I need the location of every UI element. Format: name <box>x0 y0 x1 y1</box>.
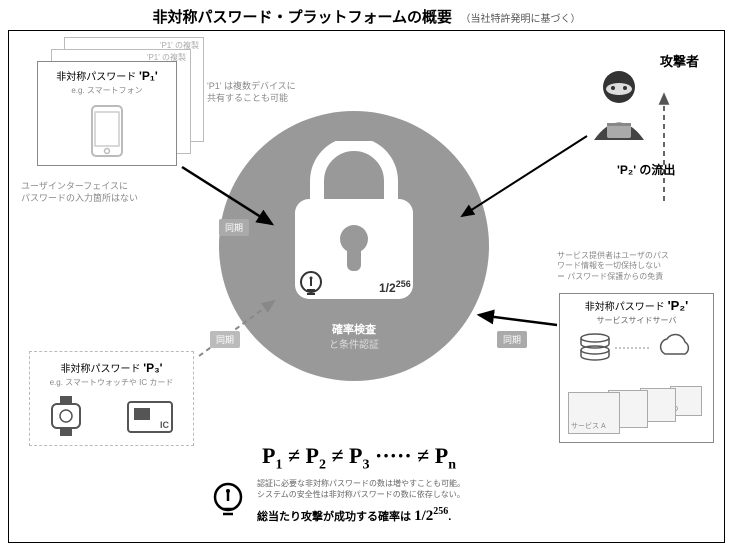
center-label-2: 確率検査 <box>319 321 389 337</box>
bottom-note-2: システムの安全性は非対称パスワードの数に依存しない。 <box>257 490 465 500</box>
center-label-3: と条件認証 <box>319 336 389 351</box>
p1-subtitle: e.g. スマートフォン <box>38 85 176 96</box>
p1-title: 非対称パスワード 'P₁' <box>38 68 176 83</box>
p3-title: 非対称パスワード 'P₃' <box>38 360 185 375</box>
p3-devices-icon: IC <box>38 394 188 442</box>
server-cloud-icon <box>560 330 710 368</box>
lightbulb-icon-inner <box>296 269 326 305</box>
p2-subtitle: サービスサイドサーバ <box>560 315 713 326</box>
arrow-leak <box>649 86 679 206</box>
leak-label: 'P₂' の流出 <box>617 161 675 178</box>
bottom-note-1: 認証に必要な非対称パスワードの数は増やすことも可能。 <box>257 479 465 489</box>
lightbulb-icon-bottom <box>209 481 247 527</box>
arrow-attacker-to-center <box>447 131 597 231</box>
diagram-frame: 'P1' の複製 'P1' の複製 非対称パスワード 'P₁' e.g. スマー… <box>8 30 725 543</box>
sync-badge-3: 同期 <box>497 331 527 348</box>
bottom-main: 総当たり攻撃が成功する確率は 1/2256. <box>257 506 451 525</box>
svc-card-a: サービス A <box>568 392 620 434</box>
sync-badge-1: 同期 <box>219 219 249 236</box>
svg-text:IC: IC <box>160 420 170 430</box>
p1-ui-note-2: パスワードの入力箇所はない <box>21 191 138 204</box>
title-sub: （当社特許発明に基づく） <box>461 14 581 25</box>
p1-card: 非対称パスワード 'P₁' e.g. スマートフォン <box>37 61 177 166</box>
title-main: 非対称パスワード・プラットフォームの概要 <box>152 9 452 26</box>
p3-subtitle: e.g. スマートウォッチや IC カード <box>38 377 185 388</box>
p2-title: 非対称パスワード 'P₂' <box>560 298 713 313</box>
inequality-formula: P1 ≠ P2 ≠ P3 ····· ≠ Pn <box>209 443 509 473</box>
p1-share-note-2: 共有することも可能 <box>207 91 288 104</box>
smartphone-icon <box>82 102 132 162</box>
p3-box: 非対称パスワード 'P₃' e.g. スマートウォッチや IC カード IC <box>29 351 194 446</box>
center-label-1: 無記憶認証サーバ <box>309 211 399 227</box>
title-bar: 非対称パスワード・プラットフォームの概要 （当社特許発明に基づく） <box>0 0 733 31</box>
sync-badge-2: 同期 <box>210 331 240 348</box>
p2-side-note: サービス提供者はユーザのパス ワード情報を一切保持しない ＝ パスワード保護から… <box>557 251 707 282</box>
arrow-p3-to-center <box>194 291 289 366</box>
center-probability: 1/2256 <box>379 279 411 295</box>
p2-box: 非対称パスワード 'P₂' サービスサイドサーバ サービス A B C D <box>559 293 714 443</box>
